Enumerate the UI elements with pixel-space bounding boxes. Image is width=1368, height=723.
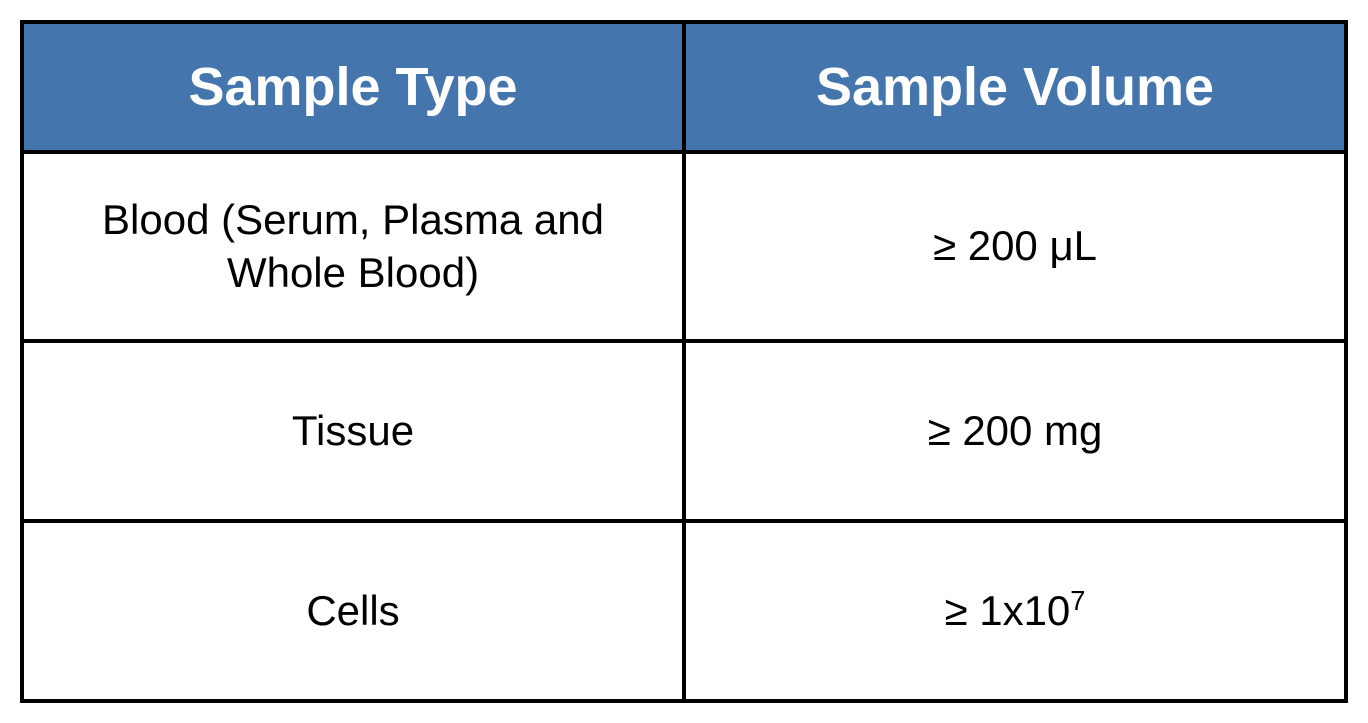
table-row: Cells ≥ 1x107 (22, 521, 1346, 701)
column-header-sample-type: Sample Type (22, 22, 684, 152)
table-header-row: Sample Type Sample Volume (22, 22, 1346, 152)
cell-sample-volume: ≥ 200 mg (684, 341, 1346, 521)
sample-requirements-table-container: Sample Type Sample Volume Blood (Serum, … (20, 20, 1348, 703)
cell-sample-type: Blood (Serum, Plasma and Whole Blood) (22, 152, 684, 341)
table-header: Sample Type Sample Volume (22, 22, 1346, 152)
cell-sample-volume: ≥ 1x107 (684, 521, 1346, 701)
cell-sample-volume: ≥ 200 μL (684, 152, 1346, 341)
table-row: Tissue ≥ 200 mg (22, 341, 1346, 521)
cell-sample-type: Tissue (22, 341, 684, 521)
table-row: Blood (Serum, Plasma and Whole Blood) ≥ … (22, 152, 1346, 341)
sample-requirements-table: Sample Type Sample Volume Blood (Serum, … (20, 20, 1348, 703)
cell-sample-type: Cells (22, 521, 684, 701)
table-body: Blood (Serum, Plasma and Whole Blood) ≥ … (22, 152, 1346, 701)
column-header-sample-volume: Sample Volume (684, 22, 1346, 152)
